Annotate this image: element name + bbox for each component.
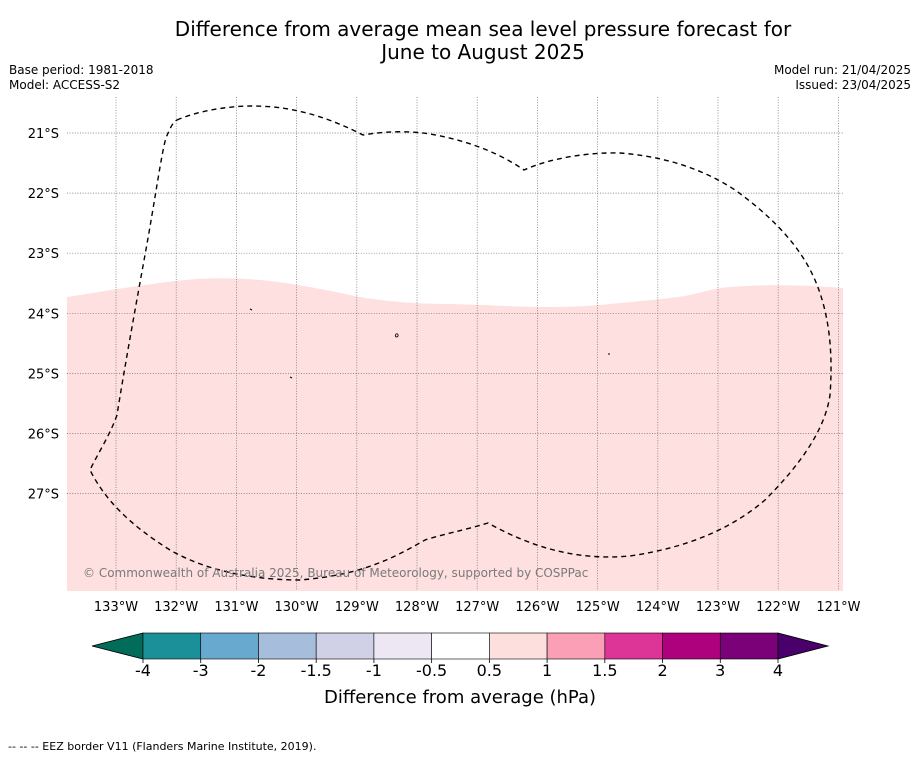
contour-fragment (249, 308, 253, 311)
longitude-label: 124°W (636, 600, 680, 615)
colorbar-tick-label: -1 (366, 661, 382, 680)
colorbar-tick-label: -1.5 (301, 661, 332, 680)
colorbar-segment (546, 632, 606, 660)
colorbar-segment (258, 632, 317, 660)
colorbar-ticks: -4 -3 -2 -1.5 -1 -0.5 0.5 1 1.5 2 3 4 (135, 659, 783, 680)
longitude-label: 129°W (335, 600, 379, 615)
colorbar-label: Difference from average (hPa) (324, 687, 596, 708)
longitude-label: 125°W (576, 600, 620, 615)
colorbar-segment (604, 632, 663, 660)
contour-fragment (394, 333, 399, 338)
chart-title: Difference from average mean sea level p… (174, 17, 792, 64)
colorbar-segment (662, 632, 721, 660)
longitude-label: 126°W (515, 600, 559, 615)
colorbar-segment (200, 632, 259, 660)
longitude-label: 128°W (395, 600, 439, 615)
longitude-label: 130°W (275, 600, 319, 615)
colorbar-tick-label: 4 (773, 661, 783, 680)
base-period: Base period: 1981-2018 (9, 63, 154, 77)
longitude-label: 131°W (214, 600, 258, 615)
latitude-label: 24°S (28, 307, 59, 322)
colorbar-tick-label: -3 (193, 661, 209, 680)
latitude-labels: 21°S 22°S 23°S 24°S 25°S 26°S 27°S (28, 127, 59, 503)
colorbar-segment (719, 632, 779, 660)
metadata-left: Base period: 1981-2018 Model: ACCESS-S2 (9, 63, 154, 93)
longitude-label: 127°W (455, 600, 499, 615)
model-run: Model run: 21/04/2025 (773, 63, 911, 77)
map-panel: © Commonwealth of Australia 2025, Bureau… (67, 97, 843, 591)
latitude-label: 23°S (28, 247, 59, 262)
colorbar-tick-label: 2 (657, 661, 667, 680)
colorbar-segment (142, 632, 202, 660)
model-name: Model: ACCESS-S2 (9, 78, 121, 92)
eez-legend-note: -- -- -- EEZ border V11 (Flanders Marine… (8, 740, 317, 753)
colorbar-tick-label: -0.5 (416, 661, 447, 680)
contour-fragment (289, 376, 293, 379)
colorbar-segment (489, 632, 548, 660)
anomaly-region-0.5-1 (67, 278, 843, 591)
colorbar-tick-label: 1.5 (592, 661, 617, 680)
colorbar-tick-label: -4 (135, 661, 151, 680)
latitude-label: 25°S (28, 367, 59, 382)
latitude-label: 21°S (28, 127, 59, 142)
colorbar-segment (373, 632, 432, 660)
colorbar (91, 632, 830, 660)
longitude-label: 132°W (154, 600, 198, 615)
latitude-label: 27°S (28, 488, 59, 503)
longitude-label: 121°W (816, 600, 860, 615)
colorbar-under-arrow (91, 632, 144, 660)
longitude-label: 133°W (94, 600, 138, 615)
latitude-label: 26°S (28, 428, 59, 443)
longitude-labels: 133°W 132°W 131°W 130°W 129°W 128°W 127°W 126°W… (94, 600, 861, 615)
colorbar-segment (315, 632, 375, 660)
colorbar-tick-label: 0.5 (477, 661, 502, 680)
metadata-right: Model run: 21/04/2025 Issued: 23/04/2025 (774, 63, 911, 93)
colorbar-tick-label: -2 (250, 661, 266, 680)
colorbar-tick-label: 3 (715, 661, 725, 680)
colorbar-over-arrow (777, 632, 830, 660)
graticule (67, 97, 843, 591)
colorbar-tick-label: 1 (542, 661, 552, 680)
colorbar-segment (431, 632, 490, 660)
longitude-label: 123°W (696, 600, 740, 615)
issued-date: Issued: 23/04/2025 (795, 78, 911, 92)
longitude-label: 122°W (756, 600, 800, 615)
copyright-notice: © Commonwealth of Australia 2025, Bureau… (83, 566, 588, 580)
latitude-label: 22°S (28, 187, 59, 202)
